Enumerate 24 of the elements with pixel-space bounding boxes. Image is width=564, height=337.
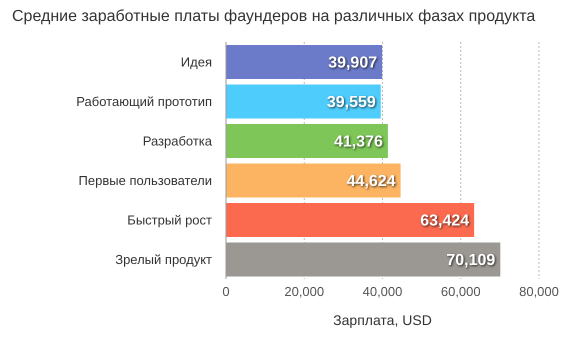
bar xyxy=(226,164,401,198)
y-tick-label: Зрелый продукт xyxy=(115,252,212,267)
x-tick-label: 60,000 xyxy=(440,284,481,300)
data-label: 39,907 xyxy=(328,54,378,72)
x-tick-label: 80,000 xyxy=(519,284,559,300)
y-tick-label: Идея xyxy=(180,54,212,70)
y-tick-label: Быстрый рост xyxy=(127,212,212,228)
y-tick-label: Первые пользователи xyxy=(78,172,212,188)
bar xyxy=(226,124,388,158)
y-tick-label: Работающий прототип xyxy=(76,94,212,109)
data-label: 70,109 xyxy=(446,252,496,270)
x-tick-label: 40,000 xyxy=(362,284,402,300)
x-tick-label: 20,000 xyxy=(284,284,324,300)
x-tick-label: 0 xyxy=(222,284,230,300)
bar xyxy=(226,84,381,118)
data-label: 44,624 xyxy=(346,173,396,190)
data-label: 39,559 xyxy=(326,94,376,112)
bar xyxy=(226,45,382,79)
y-tick-label: Разработка xyxy=(142,133,213,148)
data-label: 63,424 xyxy=(420,212,470,230)
chart-title: Средние заработные платы фаундеров на различных фазах продукта xyxy=(12,8,536,26)
data-label: 41,376 xyxy=(334,134,383,151)
bar xyxy=(226,203,474,237)
x-axis-title: Зарплата, USD xyxy=(333,312,432,328)
